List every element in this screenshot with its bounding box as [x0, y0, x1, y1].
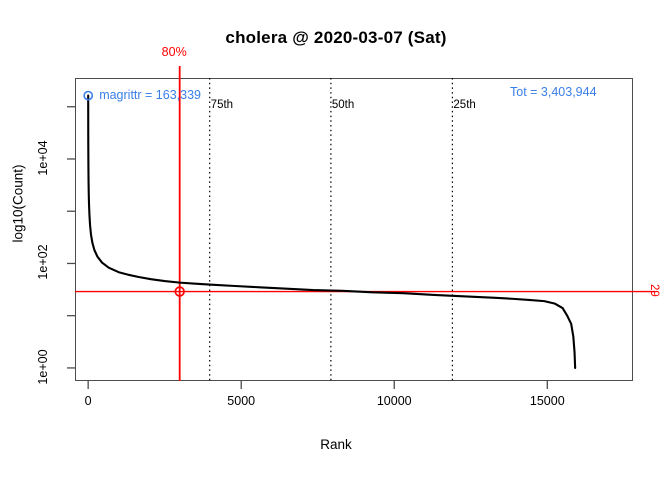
data-curve — [87, 94, 577, 369]
threshold-value-label: 29 — [648, 283, 660, 297]
threshold-percent-label: 80% — [161, 45, 187, 59]
highlight-point-marker — [83, 90, 94, 101]
x-tick-label-2: 10000 — [376, 394, 412, 408]
percentile-label-75th: 75th — [210, 99, 234, 111]
plot-panel — [75, 78, 633, 381]
percentile-lines — [209, 78, 454, 381]
highlight-point-label: magrittr = 163,339 — [99, 87, 201, 102]
axis-ticks — [67, 106, 548, 389]
threshold-point-marker — [174, 286, 185, 297]
chart-title: cholera @ 2020-03-07 (Sat) — [225, 28, 447, 47]
y-tick-label-0: 1e+00 — [36, 349, 50, 385]
x-tick-label-0: 0 — [84, 394, 92, 408]
y-tick-label-4: 1e+04 — [36, 140, 50, 176]
percentile-label-50th: 50th — [331, 99, 355, 111]
total-count-label: Tot = 3,403,944 — [510, 85, 597, 99]
percentile-label-25th: 25th — [453, 99, 476, 111]
x-tick-label-1: 5000 — [227, 394, 256, 408]
y-tick-label-2: 1e+02 — [36, 244, 50, 281]
threshold-lines — [75, 66, 655, 381]
x-tick-label-3: 15000 — [529, 394, 565, 408]
x-axis-label: Rank — [320, 437, 352, 452]
